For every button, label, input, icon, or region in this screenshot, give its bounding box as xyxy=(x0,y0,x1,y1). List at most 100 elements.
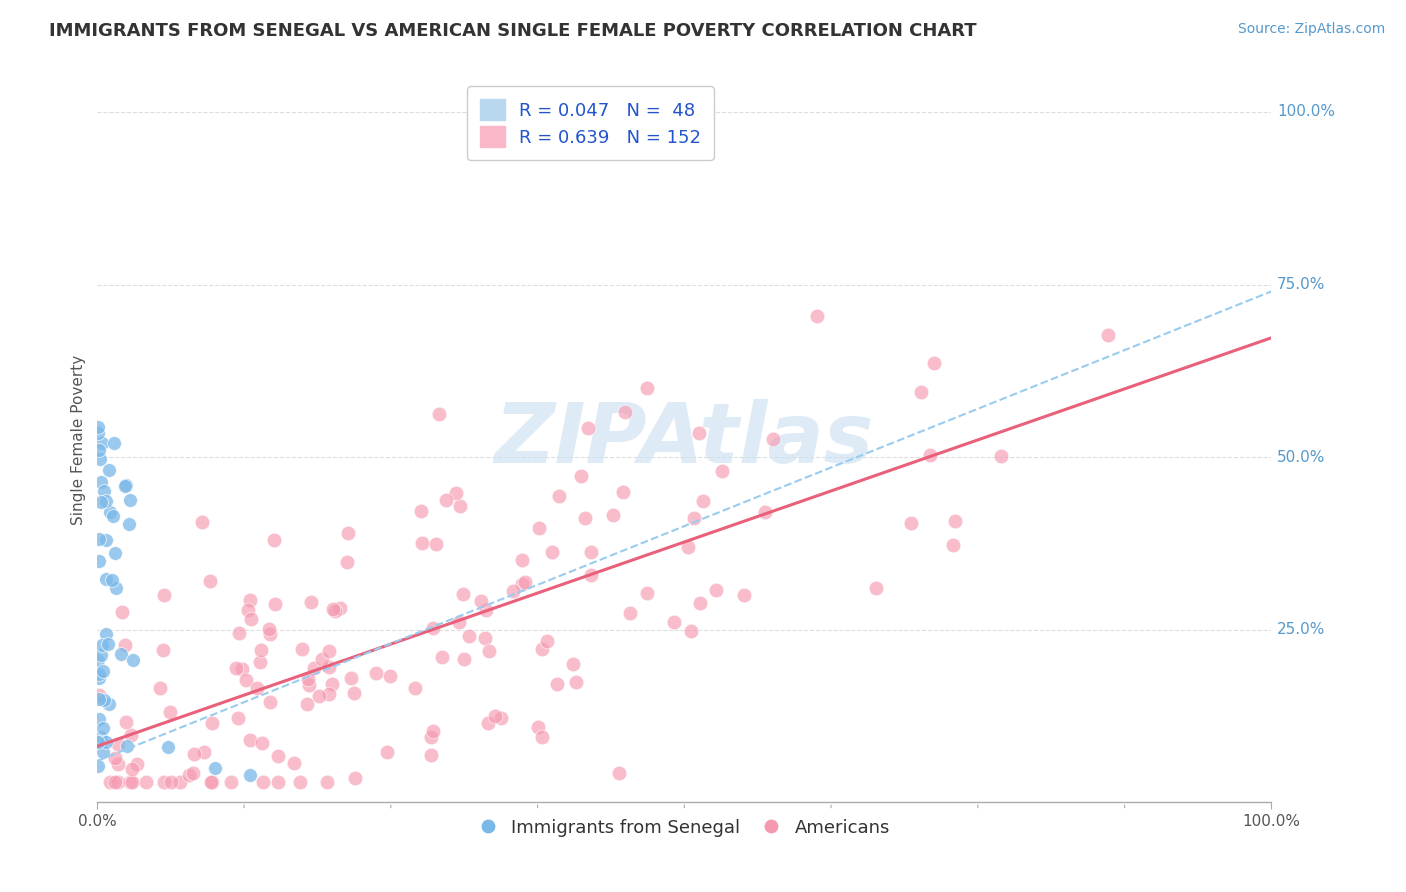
Point xyxy=(420,730,443,744)
Point xyxy=(87,672,110,686)
Point xyxy=(90,475,112,489)
Y-axis label: Single Female Poverty: Single Female Poverty xyxy=(72,355,86,525)
Point xyxy=(453,652,475,666)
Point xyxy=(316,774,339,789)
Point xyxy=(990,449,1012,463)
Point xyxy=(120,774,142,789)
Point xyxy=(246,681,269,695)
Point xyxy=(238,733,260,747)
Point xyxy=(101,574,124,588)
Point xyxy=(321,677,343,691)
Point xyxy=(510,553,533,567)
Point xyxy=(343,772,366,786)
Point xyxy=(104,546,127,560)
Point xyxy=(267,774,290,789)
Point xyxy=(90,648,112,663)
Point xyxy=(343,686,366,700)
Point xyxy=(135,774,157,789)
Point xyxy=(89,712,111,726)
Point xyxy=(478,644,501,658)
Point xyxy=(87,735,110,749)
Point xyxy=(607,765,630,780)
Text: 100.0%: 100.0% xyxy=(1277,104,1336,120)
Point xyxy=(322,602,344,616)
Point xyxy=(636,586,658,600)
Point xyxy=(96,626,118,640)
Point xyxy=(1097,328,1119,343)
Point xyxy=(235,673,257,687)
Point xyxy=(318,644,340,658)
Point xyxy=(87,692,110,706)
Point xyxy=(89,451,111,466)
Point xyxy=(434,492,457,507)
Point xyxy=(340,672,363,686)
Point xyxy=(298,678,321,692)
Point xyxy=(484,709,506,723)
Point xyxy=(409,504,432,518)
Point xyxy=(910,384,932,399)
Point xyxy=(404,681,426,695)
Point xyxy=(93,483,115,498)
Point xyxy=(98,463,121,477)
Point xyxy=(149,681,172,695)
Point xyxy=(444,486,467,500)
Point xyxy=(200,774,222,789)
Point xyxy=(183,747,205,761)
Point xyxy=(762,432,785,446)
Point xyxy=(489,711,512,725)
Point xyxy=(89,442,111,457)
Point xyxy=(159,705,181,719)
Point xyxy=(420,747,443,762)
Point xyxy=(527,521,550,535)
Point xyxy=(636,381,658,395)
Point xyxy=(427,407,450,421)
Point xyxy=(576,421,599,435)
Point xyxy=(111,605,134,619)
Point xyxy=(664,615,686,629)
Point xyxy=(160,774,183,789)
Point xyxy=(692,493,714,508)
Point xyxy=(619,606,641,620)
Point xyxy=(922,356,945,370)
Point xyxy=(546,677,568,691)
Point xyxy=(541,544,564,558)
Point xyxy=(107,756,129,771)
Point xyxy=(259,627,281,641)
Point xyxy=(302,661,325,675)
Point xyxy=(86,426,108,441)
Point xyxy=(475,603,498,617)
Point xyxy=(263,597,285,611)
Point xyxy=(943,514,966,528)
Point xyxy=(291,642,314,657)
Point xyxy=(614,405,637,419)
Point xyxy=(104,751,127,765)
Point xyxy=(366,666,388,681)
Point xyxy=(336,555,359,569)
Point xyxy=(252,736,274,750)
Point xyxy=(689,596,711,610)
Point xyxy=(323,604,346,618)
Point xyxy=(477,716,499,731)
Point xyxy=(90,436,112,450)
Point xyxy=(259,695,281,709)
Point xyxy=(283,756,305,771)
Point xyxy=(219,774,242,789)
Point xyxy=(98,505,121,519)
Point xyxy=(683,510,706,524)
Point xyxy=(156,739,179,754)
Point xyxy=(228,711,250,725)
Point xyxy=(612,485,634,500)
Point xyxy=(94,572,117,586)
Point xyxy=(231,661,253,675)
Point xyxy=(581,567,603,582)
Point xyxy=(94,533,117,547)
Point xyxy=(249,643,271,657)
Point xyxy=(920,448,942,462)
Point xyxy=(530,642,553,657)
Point xyxy=(181,766,204,780)
Point xyxy=(239,767,262,781)
Point xyxy=(337,525,360,540)
Point xyxy=(89,554,111,568)
Text: ZIPAtlas: ZIPAtlas xyxy=(495,400,875,481)
Point xyxy=(228,626,250,640)
